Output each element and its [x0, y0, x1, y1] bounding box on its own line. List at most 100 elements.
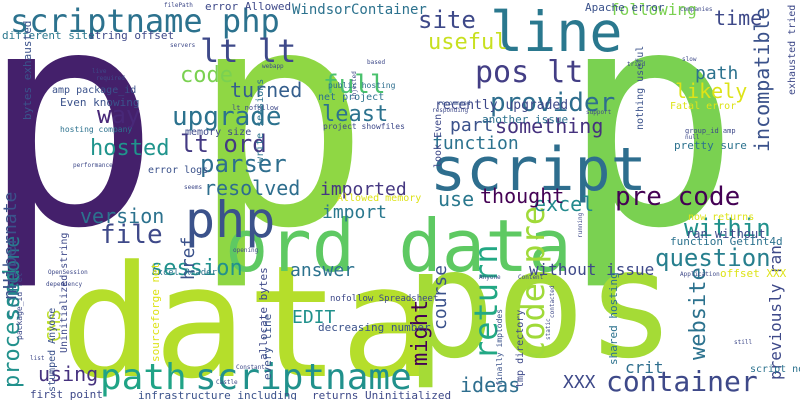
word-119: Constant — [236, 364, 265, 371]
word-34: thought — [480, 184, 565, 208]
word-138: support — [586, 109, 612, 116]
word-41: resolved — [204, 176, 301, 200]
word-107: package_id rel — [15, 272, 24, 340]
word-100: nothing useful — [635, 45, 646, 130]
word-96: error logs — [148, 165, 209, 176]
word-26: hosted — [90, 136, 170, 161]
word-7: line — [490, 0, 623, 64]
word-35: use — [438, 187, 475, 211]
word-21: least — [322, 102, 389, 127]
word-33: excel — [534, 192, 595, 216]
word-133: slow — [682, 56, 697, 63]
word-136: tried — [627, 61, 646, 68]
word-51: XXX — [563, 372, 596, 393]
word-4: pos — [405, 218, 676, 392]
word-79: look Even — [433, 113, 444, 168]
word-102: hosting company — [60, 125, 133, 134]
word-89: Excel Reader — [152, 268, 218, 278]
word-46: using — [38, 362, 99, 386]
word-116: contacted — [549, 285, 556, 318]
word-76: public hosting — [328, 81, 396, 90]
word-84: decreasing number — [318, 321, 431, 334]
word-121: filePath — [164, 2, 193, 9]
word-132: companies — [680, 6, 713, 13]
word-9: scriptname php — [10, 2, 280, 40]
word-39: version — [80, 204, 165, 228]
word-90: sourceforge net — [149, 262, 162, 362]
word-86: tmp directory — [515, 309, 526, 388]
word-74: memory size — [185, 127, 252, 138]
word-94: infrastructure including — [138, 389, 297, 400]
word-78: pretty sure — [674, 139, 747, 152]
word-24: upgrade — [172, 102, 282, 132]
word-17: way — [97, 101, 141, 129]
word-112: performance — [73, 162, 113, 169]
word-18: lt ord — [180, 130, 267, 158]
word-118: Application — [680, 271, 720, 278]
word-52: crit — [625, 358, 664, 377]
word-2: p — [560, 0, 741, 294]
word-120: Castle — [216, 379, 238, 386]
word-1: p — [190, 0, 371, 294]
word-20: full — [323, 70, 386, 100]
word-71: different site — [2, 29, 95, 42]
word-5: ord data — [225, 204, 572, 288]
word-135: seems — [184, 184, 203, 191]
word-31: container — [606, 365, 758, 398]
word-108: lt nofollow — [232, 104, 279, 112]
word-66: WindsorContainer — [292, 2, 427, 18]
word-37: part — [450, 115, 494, 136]
word-77: Even knowing — [60, 96, 140, 109]
word-105: finally implodes — [495, 308, 504, 386]
word-56: incompatible — [750, 7, 774, 153]
word-6: script — [430, 135, 647, 205]
word-124: required — [96, 75, 125, 82]
word-13: pos lt — [475, 55, 584, 90]
word-81: offset XXX — [720, 267, 787, 280]
word-64: without issue — [529, 260, 655, 279]
word-115: Content — [518, 274, 544, 281]
word-117: Anyone — [479, 274, 501, 281]
word-73: Fatal error — [670, 101, 737, 112]
word-10: scriptname — [195, 357, 412, 398]
word-114: dependency — [46, 281, 83, 288]
word-55: path — [695, 63, 739, 84]
word-58: following — [610, 0, 697, 19]
word-98: bytes exhausted — [21, 20, 34, 120]
word-50: website — [686, 267, 711, 360]
word-36: function — [432, 133, 519, 154]
word-137: webapp — [262, 63, 284, 70]
word-38: file — [100, 220, 163, 250]
word-0: p — [0, 0, 161, 294]
word-57: previously ran — [766, 245, 785, 380]
word-11: path — [100, 357, 187, 398]
word-106: now returns — [688, 212, 755, 223]
word-32: within — [684, 214, 771, 242]
word-95: returns Uninitialized — [312, 389, 452, 400]
word-3: data — [60, 232, 434, 400]
word-104: script now — [750, 364, 800, 375]
word-130: opening — [233, 247, 259, 254]
word-83: nofollow Spreadsheet — [330, 294, 439, 304]
word-54: likely — [675, 79, 748, 103]
word-47: ideas — [460, 373, 521, 397]
word-99: exhausted tried — [787, 4, 798, 95]
word-67: recently upgraded — [435, 98, 569, 113]
word-134: null — [685, 134, 700, 141]
word-93: first point — [30, 388, 103, 400]
word-113: OpenSession — [48, 269, 88, 276]
word-123: live — [92, 68, 107, 75]
word-43: import — [322, 202, 388, 223]
word-44: answer — [290, 260, 356, 281]
word-110: recommend — [438, 100, 471, 107]
word-70: Apache error — [585, 1, 665, 14]
word-111: responding — [432, 107, 469, 114]
word-23: something — [495, 114, 604, 138]
word-126: injected — [351, 71, 358, 100]
word-28: question — [655, 244, 771, 272]
word-40: session — [150, 256, 243, 281]
word-65: ran without — [686, 227, 766, 241]
word-80: function GetInt4d — [670, 235, 783, 248]
word-103: project showfiles — [323, 122, 405, 131]
